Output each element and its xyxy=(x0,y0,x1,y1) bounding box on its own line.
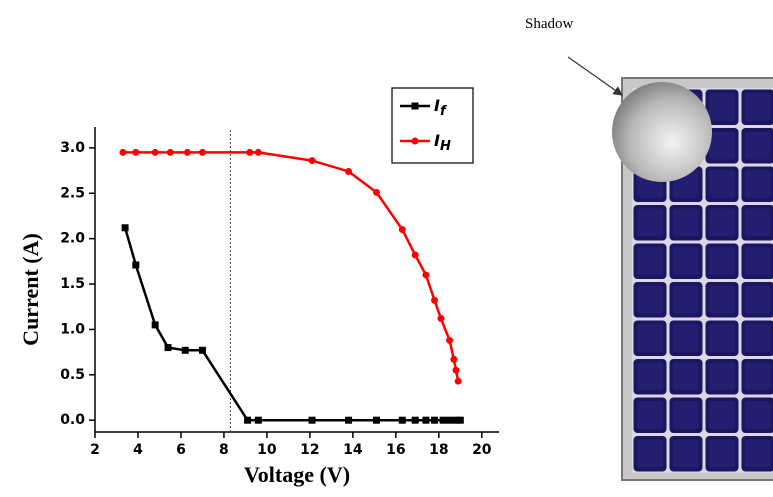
legend-label: If xyxy=(434,96,448,119)
data-point xyxy=(373,416,381,424)
y-tick-label: 1.0 xyxy=(60,321,85,337)
solar-panel: Shadow xyxy=(525,16,773,481)
data-point xyxy=(446,416,454,424)
data-point xyxy=(132,261,140,269)
data-point xyxy=(132,148,140,156)
data-point xyxy=(164,344,172,352)
data-point xyxy=(308,157,316,165)
data-point xyxy=(411,416,419,424)
data-point xyxy=(345,167,353,175)
x-tick-label: 14 xyxy=(343,442,363,458)
y-axis-title: Current (A) xyxy=(18,233,43,346)
y-tick-label: 2.0 xyxy=(60,231,85,247)
data-point xyxy=(119,148,127,156)
data-point xyxy=(254,416,262,424)
series-line xyxy=(122,151,460,382)
shadow-sphere xyxy=(612,82,712,182)
data-point xyxy=(452,416,460,424)
legend-box xyxy=(391,87,474,164)
chart: 2 4 6 8 10 12 14 16 18 20 0.0 0.5 1.0 1.5 2.0 2.5 3.0 Vol… xyxy=(18,87,499,487)
y-tick-label: 3.0 xyxy=(60,140,85,156)
data-point xyxy=(422,416,430,424)
data-point xyxy=(452,366,460,374)
x-tick-label: 20 xyxy=(472,442,492,458)
y-tick-label: 2.5 xyxy=(60,185,85,201)
x-tick-label: 18 xyxy=(429,442,448,458)
data-point xyxy=(254,148,262,156)
data-point xyxy=(183,148,191,156)
data-point xyxy=(151,148,159,156)
y-tick-label: 1.5 xyxy=(60,276,85,292)
x-tick-label: 2 xyxy=(90,442,100,458)
data-point xyxy=(431,296,439,304)
data-point xyxy=(181,346,189,354)
data-point xyxy=(439,416,447,424)
x-tick-label: 8 xyxy=(219,442,229,458)
data-point xyxy=(246,148,254,156)
x-tick-label: 16 xyxy=(386,442,405,458)
data-point xyxy=(151,321,159,329)
data-point xyxy=(345,416,353,424)
shadow-label: Shadow xyxy=(525,16,574,32)
data-point xyxy=(422,271,430,279)
data-point xyxy=(373,188,381,196)
data-point xyxy=(398,416,406,424)
legend-marker xyxy=(411,137,419,145)
x-tick-label: 4 xyxy=(133,442,143,458)
data-point xyxy=(198,346,206,354)
legend-label: IH xyxy=(434,131,451,154)
data-point xyxy=(446,336,454,344)
legend-marker xyxy=(411,102,419,110)
data-point xyxy=(121,224,129,232)
data-point xyxy=(166,148,174,156)
data-point xyxy=(454,377,462,385)
data-point xyxy=(198,148,206,156)
x-tick-label: 12 xyxy=(300,442,319,458)
data-point xyxy=(450,355,458,363)
y-tick-label: 0.0 xyxy=(60,412,85,428)
data-point xyxy=(437,315,445,323)
data-point xyxy=(244,416,252,424)
shadow-arrow xyxy=(567,56,623,96)
data-point xyxy=(411,251,419,259)
x-tick-label: 6 xyxy=(176,442,186,458)
data-point xyxy=(456,416,464,424)
x-tick-label: 10 xyxy=(257,442,277,458)
y-tick-label: 0.5 xyxy=(60,367,85,383)
data-point xyxy=(431,416,439,424)
data-point xyxy=(308,416,316,424)
x-axis-title: Voltage (V) xyxy=(244,462,350,487)
series-line xyxy=(123,227,461,422)
data-point xyxy=(398,226,406,234)
